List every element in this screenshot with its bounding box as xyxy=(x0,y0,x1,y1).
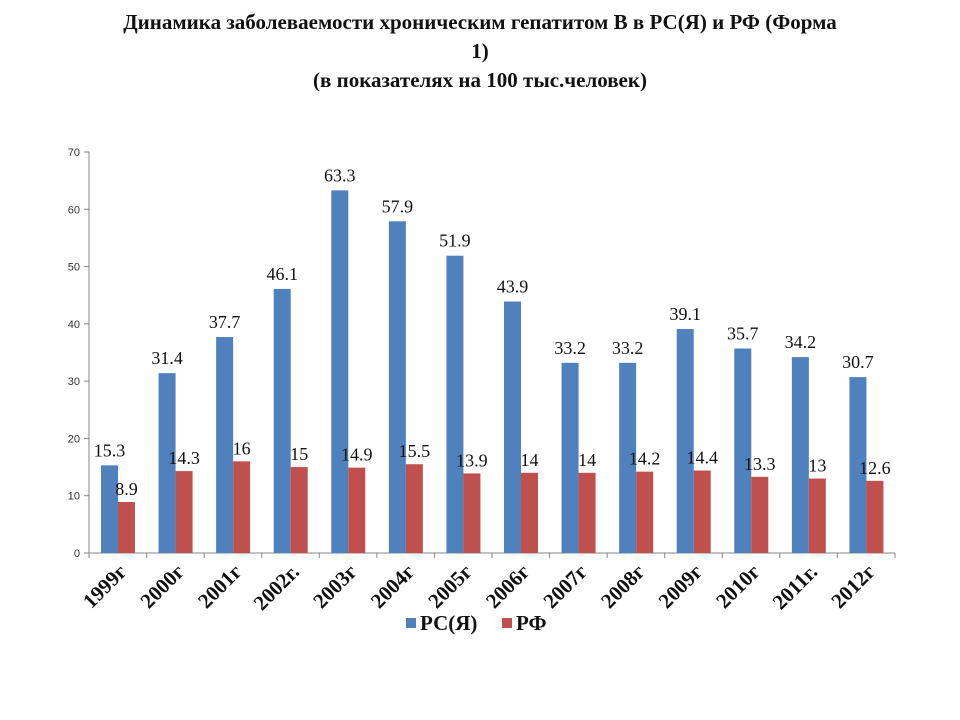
bar-РФ-2012г xyxy=(866,480,884,553)
chart-title-line2: 1) xyxy=(471,39,489,63)
x-category-label: 2008г xyxy=(596,560,649,613)
bar-РС(Я)-2002г. xyxy=(273,288,291,553)
y-tick-label: 60 xyxy=(68,204,80,216)
data-label: 13.3 xyxy=(744,454,776,474)
bar-РФ-2000г xyxy=(175,471,193,553)
bar-РФ-2008г xyxy=(636,471,654,553)
data-label: 16 xyxy=(233,438,251,458)
data-label: 37.7 xyxy=(209,312,241,332)
bar-РС(Я)-2006г xyxy=(504,301,521,553)
data-label: 15.3 xyxy=(94,440,126,460)
data-label: 12.6 xyxy=(859,458,891,478)
data-label: 33.2 xyxy=(554,338,586,358)
bar-РФ-2007г xyxy=(578,472,596,553)
data-label: 39.1 xyxy=(669,304,701,324)
x-category-label: 2010г xyxy=(711,560,764,613)
bar-РС(Я)-2004г xyxy=(388,221,406,553)
legend-swatch xyxy=(502,618,512,628)
x-category-label: 2005г xyxy=(423,560,476,613)
bar-РФ-2010г xyxy=(751,476,769,553)
data-label: 14.3 xyxy=(168,448,200,468)
data-label: 63.3 xyxy=(324,165,356,185)
data-label: 14 xyxy=(521,450,539,470)
data-label: 34.2 xyxy=(785,332,817,352)
x-category-label: 2000г xyxy=(135,560,188,613)
data-label: 57.9 xyxy=(382,196,414,216)
chart-subtitle: (в показателях на 100 тыс.человек) xyxy=(313,68,647,92)
data-label: 8.9 xyxy=(115,479,138,499)
legend-swatch xyxy=(406,618,416,628)
chart-title: Динамика заболеваемости хроническим гепа… xyxy=(40,8,920,95)
data-label: 14 xyxy=(578,450,596,470)
bar-РФ-2006г xyxy=(521,472,538,553)
bar-РС(Я)-2010г xyxy=(734,348,752,553)
bar-РС(Я)-2007г xyxy=(561,362,579,553)
y-tick-label: 70 xyxy=(68,147,80,159)
y-tick-label: 10 xyxy=(68,491,80,503)
x-category-label: 2006г xyxy=(481,560,534,613)
data-label: 13.9 xyxy=(456,450,488,470)
y-tick-label: 20 xyxy=(68,433,80,445)
y-tick-label: 40 xyxy=(68,319,80,331)
data-label: 14.4 xyxy=(686,448,718,468)
data-label: 43.9 xyxy=(497,277,529,297)
bar-РС(Я)-1999г xyxy=(101,465,118,553)
data-label: 33.2 xyxy=(612,338,644,358)
x-category-label: 2011г. xyxy=(768,560,823,615)
y-tick-label: 0 xyxy=(74,548,80,560)
bar-РФ-2004г xyxy=(405,464,423,553)
bar-РС(Я)-2011г. xyxy=(791,357,809,553)
bar-РС(Я)-2008г xyxy=(619,362,637,553)
x-category-label: 2012г xyxy=(826,560,879,613)
y-tick-label: 30 xyxy=(68,376,80,388)
data-label: 14.2 xyxy=(629,449,661,469)
x-category-label: 1999г xyxy=(78,560,131,613)
data-label: 13 xyxy=(808,456,826,476)
data-label: 31.4 xyxy=(151,348,183,368)
bar-РФ-2001г xyxy=(233,461,251,553)
x-category-label: 2001г xyxy=(193,560,246,613)
data-label: 14.9 xyxy=(341,445,373,465)
bar-РФ-2003г xyxy=(348,467,366,553)
x-category-label: 2004г xyxy=(366,560,419,613)
x-category-label: 2009г xyxy=(654,560,707,613)
x-category-label: 2007г xyxy=(538,560,591,613)
data-label: 15.5 xyxy=(399,441,431,461)
bar-РФ-1999г xyxy=(118,502,135,553)
bar-РФ-2011г. xyxy=(808,478,826,553)
x-category-label: 2003г xyxy=(308,560,361,613)
y-tick-label: 50 xyxy=(68,262,80,274)
bar-РС(Я)-2000г xyxy=(158,373,176,553)
data-label: 46.1 xyxy=(266,264,298,284)
bar-РФ-2005г xyxy=(463,473,481,553)
bar-РФ-2009г xyxy=(693,470,711,553)
data-label: 15 xyxy=(290,444,308,464)
chart-title-line1: Динамика заболеваемости хроническим гепа… xyxy=(123,10,837,34)
bar-РС(Я)-2001г xyxy=(216,337,234,553)
bar-РС(Я)-2009г xyxy=(676,329,694,553)
bar-РС(Я)-2012г xyxy=(849,377,867,553)
bar-РС(Я)-2003г xyxy=(331,190,349,554)
data-label: 30.7 xyxy=(842,352,874,372)
bar-РС(Я)-2005г xyxy=(446,255,464,554)
legend-label: РС(Я) xyxy=(420,611,477,635)
x-category-label: 2002г. xyxy=(249,560,304,615)
data-label: 51.9 xyxy=(439,231,471,251)
data-label: 35.7 xyxy=(727,323,759,343)
bar-РФ-2002г. xyxy=(290,467,308,553)
legend-label: РФ xyxy=(516,611,547,635)
